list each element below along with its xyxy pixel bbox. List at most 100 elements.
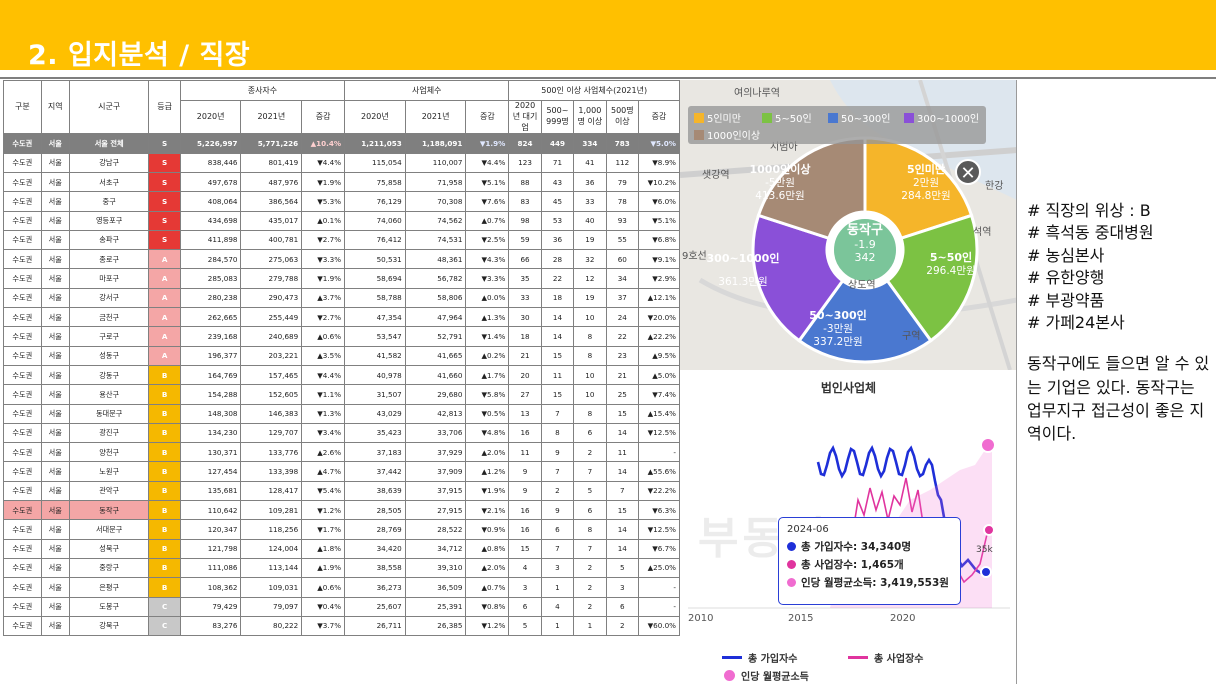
legend-item: 50~300인 <box>828 110 890 125</box>
header-large-1000-label: 1,000명 이상 <box>577 106 603 127</box>
cell-large-500up: 23 <box>605 345 640 366</box>
cell-region: 서울 <box>40 210 70 231</box>
cell-grade: A <box>148 268 181 289</box>
cell-emp-change: ▼1.1% <box>301 384 346 405</box>
segment-label-300to1000: 300~1000인 361.3만원 <box>688 252 798 289</box>
cell-sigungu: 금천구 <box>68 307 150 328</box>
cell-emp-2020: 135,681 <box>179 480 242 502</box>
cell-large-2020: 9 <box>508 461 542 482</box>
cell-large-2020: 98 <box>508 210 542 231</box>
legend-item: 5인미만 <box>694 110 741 125</box>
tooltip-text: 인당 월평균소득: 3,419,553원 <box>801 577 949 589</box>
cell-large-500: 4 <box>540 596 575 617</box>
close-icon[interactable]: ✕ <box>955 159 981 185</box>
workplaces-marker[interactable] <box>983 524 995 536</box>
cell-large-500: 7 <box>540 538 575 559</box>
cell-sigungu: 마포구 <box>68 268 150 289</box>
map-label-guyeok: 구역 <box>902 331 921 342</box>
legend-swatch <box>694 129 704 140</box>
cell-grade: B <box>148 500 181 521</box>
cell-large-2020: 9 <box>508 480 542 502</box>
segment-value: 284.8만원 <box>901 189 951 202</box>
subscribers-marker[interactable] <box>980 566 992 578</box>
tooltip-dot <box>787 578 796 587</box>
cell-firm-2020: 75,858 <box>344 171 406 193</box>
cell-large-2020: 18 <box>508 326 542 347</box>
tooltip-dot <box>787 542 796 551</box>
header-emp-change: 증감 <box>301 99 346 135</box>
cell-large-2020: 88 <box>508 171 542 193</box>
cell-large-1000: 19 <box>573 229 607 251</box>
cell-gubun: 수도권 <box>3 268 42 289</box>
donut-segment[interactable] <box>797 278 933 364</box>
segment-name: 5인미만 <box>906 163 945 176</box>
cell-sigungu: 서대문구 <box>68 519 150 540</box>
donut-segment[interactable] <box>751 213 845 343</box>
cell-large-change: ▼6.3% <box>638 500 680 521</box>
table-row: 수도권 서울 영등포구 S 434,698 435,017 ▲0.1% 74,060 74,56… <box>3 210 680 231</box>
cell-emp-2021: 255,449 <box>240 307 303 328</box>
cell-large-change: ▲15.4% <box>638 403 680 424</box>
cell-grade: C <box>148 615 181 637</box>
cell-region: 서울 <box>40 480 70 502</box>
cell-firm-change: ▲2.0% <box>465 442 510 463</box>
cell-emp-2020: 196,377 <box>179 345 242 366</box>
cell-sigungu: 서초구 <box>68 171 150 193</box>
cell-firm-2021: 71,958 <box>404 171 467 193</box>
cell-large-1000: 10 <box>573 364 607 386</box>
legend-label: 300~1000인 <box>917 114 980 125</box>
cell-large-2020: 20 <box>508 364 542 386</box>
cell-firm-2021: 39,310 <box>404 557 467 579</box>
cell-large-500up: 783 <box>605 133 640 154</box>
cell-firm-2021: 34,712 <box>404 538 467 559</box>
cell-firm-2020: 50,531 <box>344 249 406 270</box>
cell-region: 서울 <box>40 171 70 193</box>
cell-large-500up: 14 <box>605 461 640 482</box>
cell-firm-change: ▼3.3% <box>465 268 510 289</box>
cell-large-1000: 7 <box>573 538 607 559</box>
cell-large-500: 45 <box>540 191 575 212</box>
cell-region: 서울 <box>40 577 70 598</box>
cell-firm-change: ▼5.1% <box>465 171 510 193</box>
cell-emp-2020: 108,362 <box>179 577 242 598</box>
cell-emp-change: ▼1.3% <box>301 403 346 424</box>
legend-item-income[interactable]: 인당 월평균소득 <box>724 668 809 683</box>
header-large-2020: 2020년 대기업 <box>508 99 542 135</box>
header-large-500-label: 500~ 999명 <box>546 106 569 127</box>
cell-firm-2020: 36,273 <box>344 577 406 598</box>
donut-segment[interactable] <box>863 136 974 241</box>
salary-donut-map-panel: 여의나루역 샛강역 한강 상도역 구역 시범아 석역 9호선 5인미만 5~50… <box>680 80 1017 370</box>
cell-large-500: 15 <box>540 384 575 405</box>
cell-large-1000: 2 <box>573 577 607 598</box>
legend-item-subscribers[interactable]: 총 가입자수 <box>722 650 797 665</box>
tooltip-row: 총 사업장수: 1,465개 <box>787 557 952 572</box>
cell-large-1000: 40 <box>573 210 607 231</box>
cell-large-500up: 15 <box>605 500 640 521</box>
corporate-chart-panel: 법인사업체 부동산 35k 2024-06 총 가입자수: 34,340명 총 … <box>680 370 1017 684</box>
cell-grade: A <box>148 307 181 328</box>
donut-chart <box>751 136 979 364</box>
cell-large-1000: 32 <box>573 249 607 270</box>
cell-firm-change: ▼1.2% <box>465 615 510 637</box>
cell-grade: S <box>148 191 181 212</box>
cell-large-500: 71 <box>540 152 575 173</box>
income-marker[interactable] <box>980 437 996 453</box>
cell-firm-2021: 42,813 <box>404 403 467 424</box>
table-row: 수도권 서울 금천구 A 262,665 255,449 ▼2.7% 47,354 47,964… <box>3 307 680 328</box>
cell-firm-2021: 41,660 <box>404 364 467 386</box>
cell-large-2020: 16 <box>508 500 542 521</box>
cell-firm-change: ▼0.8% <box>465 596 510 617</box>
cell-firm-change: ▼1.9% <box>465 480 510 502</box>
cell-firm-change: ▼2.5% <box>465 229 510 251</box>
cell-large-500up: 14 <box>605 538 640 559</box>
cell-emp-2020: 838,446 <box>179 152 242 173</box>
cell-firm-2021: 74,531 <box>404 229 467 251</box>
cell-firm-2021: 47,964 <box>404 307 467 328</box>
cell-large-500up: 60 <box>605 249 640 270</box>
cell-firm-change: ▼4.8% <box>465 422 510 444</box>
cell-firm-2020: 38,558 <box>344 557 406 579</box>
cell-large-2020: 15 <box>508 538 542 559</box>
legend-item-workplaces[interactable]: 총 사업장수 <box>848 650 923 665</box>
cell-gubun: 수도권 <box>3 577 42 598</box>
cell-emp-change: ▲1.9% <box>301 557 346 579</box>
